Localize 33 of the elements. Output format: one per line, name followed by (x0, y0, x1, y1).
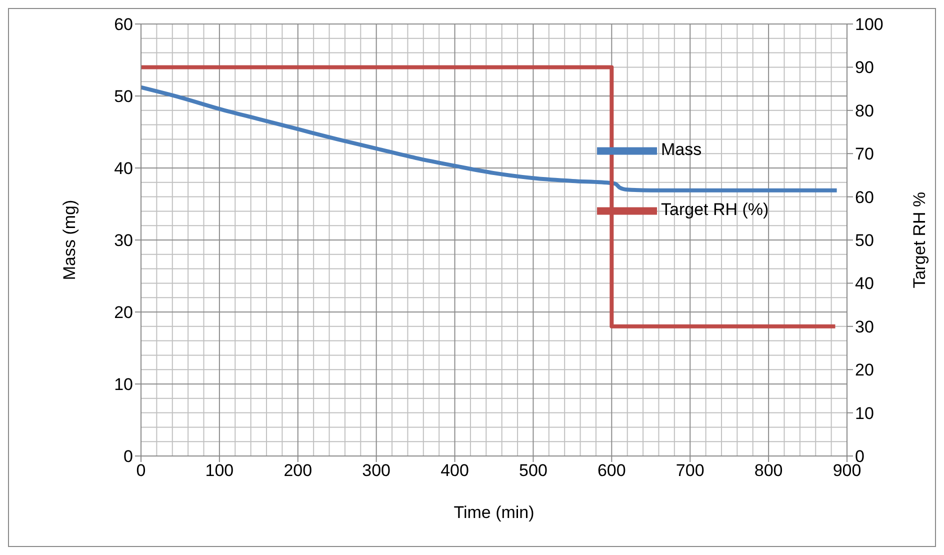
y-tick-label: 40 (114, 159, 133, 178)
y2-tick-label: 50 (855, 231, 874, 250)
x-axis-title: Time (min) (454, 503, 534, 522)
y-tick-label: 60 (114, 15, 133, 34)
y2-tick-label: 60 (855, 188, 874, 207)
x-tick-label: 0 (136, 461, 146, 480)
x-tick-label: 600 (597, 461, 626, 480)
y2-tick-label: 10 (855, 404, 874, 423)
y2-tick-label: 30 (855, 317, 874, 336)
y2-tick-label: 90 (855, 58, 874, 78)
x-tick-label: 400 (440, 461, 469, 480)
y-tick-label: 0 (124, 447, 133, 466)
legend-label: Target RH (%) (661, 200, 769, 220)
y2-tick-label: 40 (855, 274, 874, 294)
x-tick-label: 100 (205, 461, 234, 480)
y-axis-title: Mass (mg) (60, 200, 80, 280)
y2-tick-label: 20 (855, 360, 874, 380)
x-tick-label: 700 (676, 461, 704, 480)
legend-label: Mass (661, 140, 702, 160)
y2-tick-label: 70 (855, 144, 874, 164)
y-tick-label: 10 (114, 375, 133, 394)
line-series (141, 85, 839, 192)
x-tick-label: 800 (754, 461, 783, 480)
y2-axis-title: Target RH % (910, 192, 930, 288)
y2-tick-label: 80 (855, 101, 874, 120)
y-tick-label: 50 (114, 87, 133, 106)
x-tick-label: 300 (362, 461, 391, 480)
y2-tick-label: 100 (855, 15, 884, 34)
y-tick-label: 30 (114, 231, 133, 250)
x-tick-label: 500 (519, 461, 548, 480)
x-tick-label: 900 (832, 461, 862, 480)
x-tick-label: 200 (284, 461, 312, 480)
y-tick-label: 20 (114, 303, 133, 322)
